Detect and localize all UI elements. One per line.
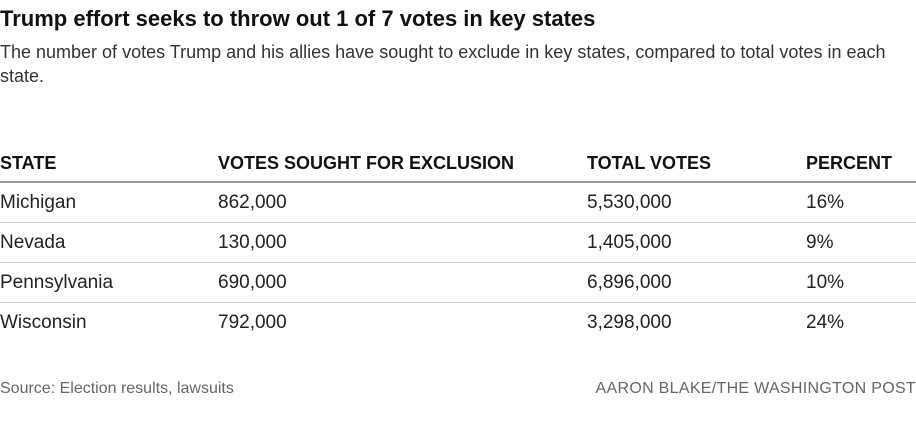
data-table: STATE VOTES SOUGHT FOR EXCLUSION TOTAL V…: [0, 146, 916, 342]
column-header-state: STATE: [0, 146, 218, 183]
source-note: Source: Election results, lawsuits: [0, 380, 234, 397]
chart-subtitle: The number of votes Trump and his allies…: [0, 42, 886, 86]
column-header-percent: PERCENT: [806, 146, 916, 183]
table-row: Wisconsin 792,000 3,298,000 24%: [0, 303, 916, 343]
table-row: Michigan 862,000 5,530,000 16%: [0, 182, 916, 223]
chart-title: Trump effort seeks to throw out 1 of 7 v…: [0, 6, 596, 31]
cell-votes-sought: 130,000: [218, 222, 587, 263]
column-header-votes-sought: VOTES SOUGHT FOR EXCLUSION: [218, 146, 587, 183]
cell-state: Nevada: [0, 222, 218, 263]
table-row: Pennsylvania 690,000 6,896,000 10%: [0, 262, 916, 303]
column-header-total-votes: TOTAL VOTES: [587, 146, 806, 183]
header-row: STATE VOTES SOUGHT FOR EXCLUSION TOTAL V…: [0, 146, 916, 183]
cell-votes-sought: 690,000: [218, 262, 587, 303]
cell-votes-sought: 792,000: [218, 311, 287, 333]
cell-percent: 24%: [806, 311, 845, 333]
cell-state: Michigan: [0, 182, 218, 223]
cell-state: Wisconsin: [0, 311, 87, 333]
credit-line: AARON BLAKE/THE WASHINGTON POST: [595, 380, 916, 397]
cell-votes-sought: 862,000: [218, 182, 587, 223]
cell-total-votes: 1,405,000: [587, 222, 806, 263]
cell-total-votes: 3,298,000: [587, 311, 672, 333]
cell-percent: 10%: [806, 262, 916, 303]
cell-state: Pennsylvania: [0, 262, 218, 303]
cell-total-votes: 6,896,000: [587, 262, 806, 303]
cell-percent: 9%: [806, 222, 916, 263]
cell-total-votes: 5,530,000: [587, 182, 806, 223]
table-row: Nevada 130,000 1,405,000 9%: [0, 222, 916, 263]
cell-percent: 16%: [806, 182, 916, 223]
